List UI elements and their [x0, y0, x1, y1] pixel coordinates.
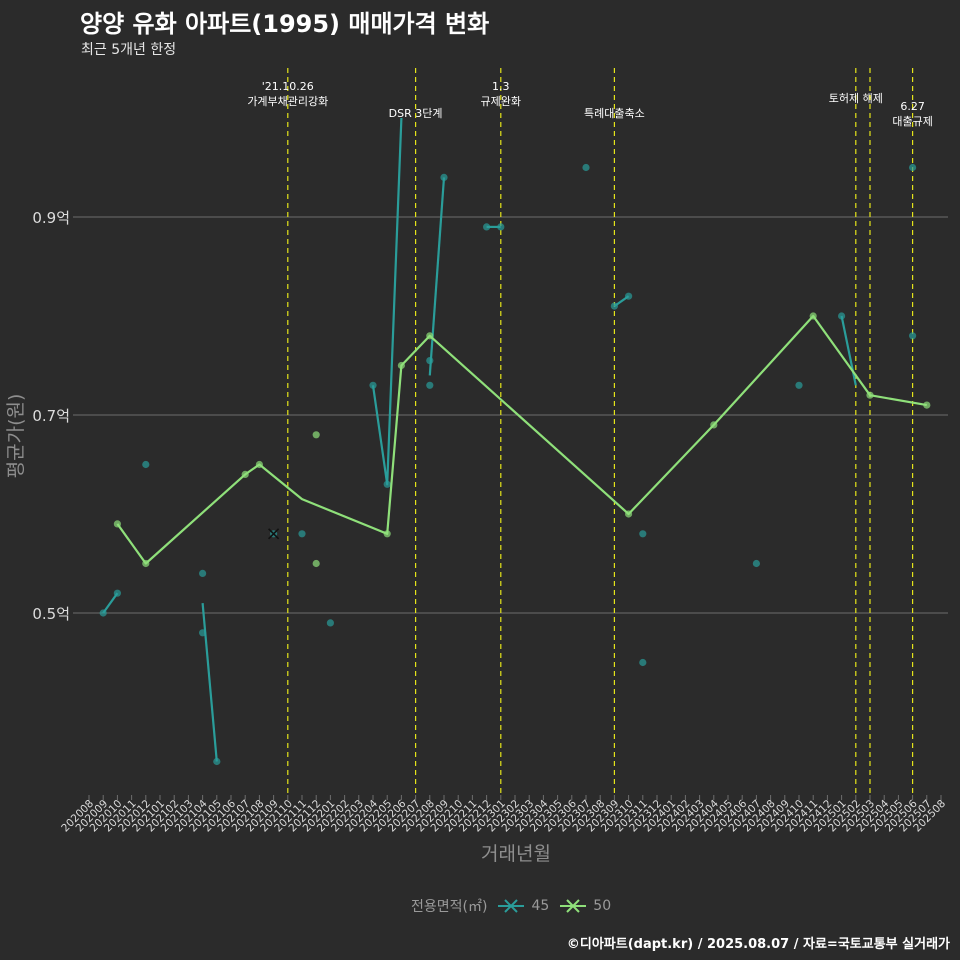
series-45-point — [639, 658, 647, 667]
series-45-line — [102, 592, 119, 614]
event-label-line: 규제완화 — [481, 95, 521, 108]
series-45-cross — [268, 528, 280, 540]
series-50-point — [809, 312, 817, 320]
series-45-point — [752, 559, 761, 568]
legend: 전용면적(㎡) 45 50 — [411, 896, 611, 916]
series-50-point — [113, 520, 121, 528]
series-45-line — [371, 117, 403, 486]
series-50-point — [255, 460, 263, 469]
series-50-point — [312, 431, 320, 439]
series-50-point — [383, 530, 391, 538]
series-45-line — [840, 315, 857, 386]
event-label: 토허제 해제 — [829, 91, 883, 105]
x-axis-title: 거래년월 — [481, 843, 551, 865]
series-45-point — [213, 757, 221, 766]
series-45-point — [639, 530, 647, 538]
legend-key-45-icon — [498, 899, 525, 913]
event-label-line: 1.3 — [492, 80, 510, 93]
series-50-point — [710, 421, 718, 429]
legend-label-45: 45 — [531, 898, 550, 914]
y-tick-label: 0.7억 — [32, 407, 70, 425]
series-45-point — [497, 223, 505, 231]
event-label-line: 토허제 해제 — [829, 91, 883, 105]
grid-lines — [78, 216, 948, 614]
series-45-point — [909, 332, 917, 340]
series-45-point — [625, 292, 633, 300]
series-50-point — [142, 559, 150, 568]
x-axis: 2020082020092020102020112020122021012021… — [59, 795, 948, 834]
event-label: 특례대출축소 — [584, 107, 645, 120]
series-45-line — [428, 177, 446, 376]
series-45-point — [610, 302, 619, 310]
event-label: DSR 3단계 — [389, 107, 443, 120]
series-45-point — [326, 619, 334, 627]
series-45-point — [113, 589, 121, 597]
event-label: 6.27 대출규제 — [892, 100, 932, 128]
y-tick-label: 0.5억 — [32, 605, 70, 623]
series-45-line — [201, 603, 218, 762]
y-axis: 0.5억 0.7억 0.9억 — [32, 209, 78, 623]
series-45-point — [440, 173, 448, 181]
series-45-point — [199, 629, 207, 637]
y-tick-label: 0.9억 — [32, 209, 70, 227]
series-45-point — [298, 530, 306, 538]
series-45-point — [383, 480, 391, 488]
source-caption: ©디아파트(dapt.kr) / 2025.08.07 / 자료=국토교통부 실… — [566, 937, 950, 952]
series-50-point — [426, 332, 434, 340]
series-45-point — [483, 223, 491, 231]
event-label-line: 특례대출축소 — [584, 107, 645, 120]
event-label-line: DSR 3단계 — [389, 107, 443, 120]
event-label: '21.10.26 가계부채관리강화 — [247, 80, 328, 108]
legend-label-50: 50 — [593, 898, 612, 914]
series-50-point — [397, 361, 405, 370]
legend-key-50-icon — [560, 899, 587, 913]
series-45-point — [199, 569, 207, 578]
legend-item-45: 45 — [497, 896, 549, 916]
series-marks — [99, 117, 931, 766]
series-45-point — [426, 381, 434, 389]
series-45-point — [795, 381, 803, 389]
series-50-point — [923, 401, 931, 409]
series-45-point — [426, 356, 434, 365]
series-50-point — [241, 470, 249, 478]
event-label-line: 6.27 — [900, 100, 925, 113]
series-45-point — [909, 163, 917, 172]
series-45-point — [582, 163, 590, 172]
legend-item-50: 50 — [559, 896, 611, 916]
chart-title: 양양 유화 아파트(1995) 매매가격 변화 — [80, 10, 490, 38]
event-label-line: 가계부채관리강화 — [247, 95, 328, 108]
event-label-line: '21.10.26 — [262, 80, 314, 93]
y-axis-title: 평균가(원) — [5, 394, 27, 479]
chart-subtitle: 최근 5개년 한정 — [81, 42, 177, 58]
series-45-point — [99, 609, 107, 617]
series-45-point — [142, 460, 150, 469]
series-50-point — [312, 559, 320, 568]
legend-title: 전용면적(㎡) — [411, 899, 488, 915]
series-50-line — [116, 314, 927, 565]
series-45-point — [838, 312, 846, 320]
series-45-point — [369, 381, 377, 389]
series-50-point — [625, 510, 633, 518]
series-50-point — [866, 391, 874, 399]
event-label-line: 대출규제 — [892, 115, 932, 128]
event-label: 1.3 규제완화 — [481, 80, 521, 108]
